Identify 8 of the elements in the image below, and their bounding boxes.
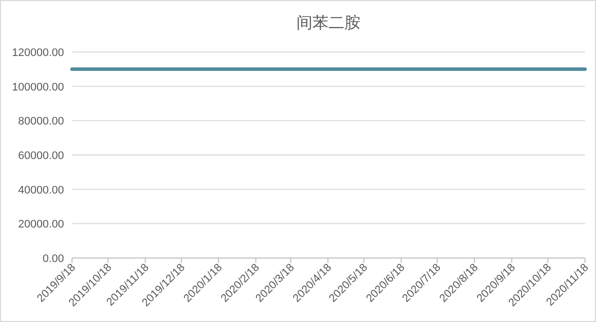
y-tick-label: 40000.00 (18, 184, 64, 196)
y-tick-label: 0.00 (42, 253, 64, 265)
y-tick-label: 60000.00 (18, 150, 64, 162)
y-tick-label: 80000.00 (18, 116, 64, 128)
chart-title: 间苯二胺 (296, 14, 360, 32)
y-tick-label: 100000.00 (12, 81, 64, 94)
y-tick-label: 20000.00 (18, 218, 64, 231)
y-tick-label: 120000.00 (12, 47, 64, 59)
